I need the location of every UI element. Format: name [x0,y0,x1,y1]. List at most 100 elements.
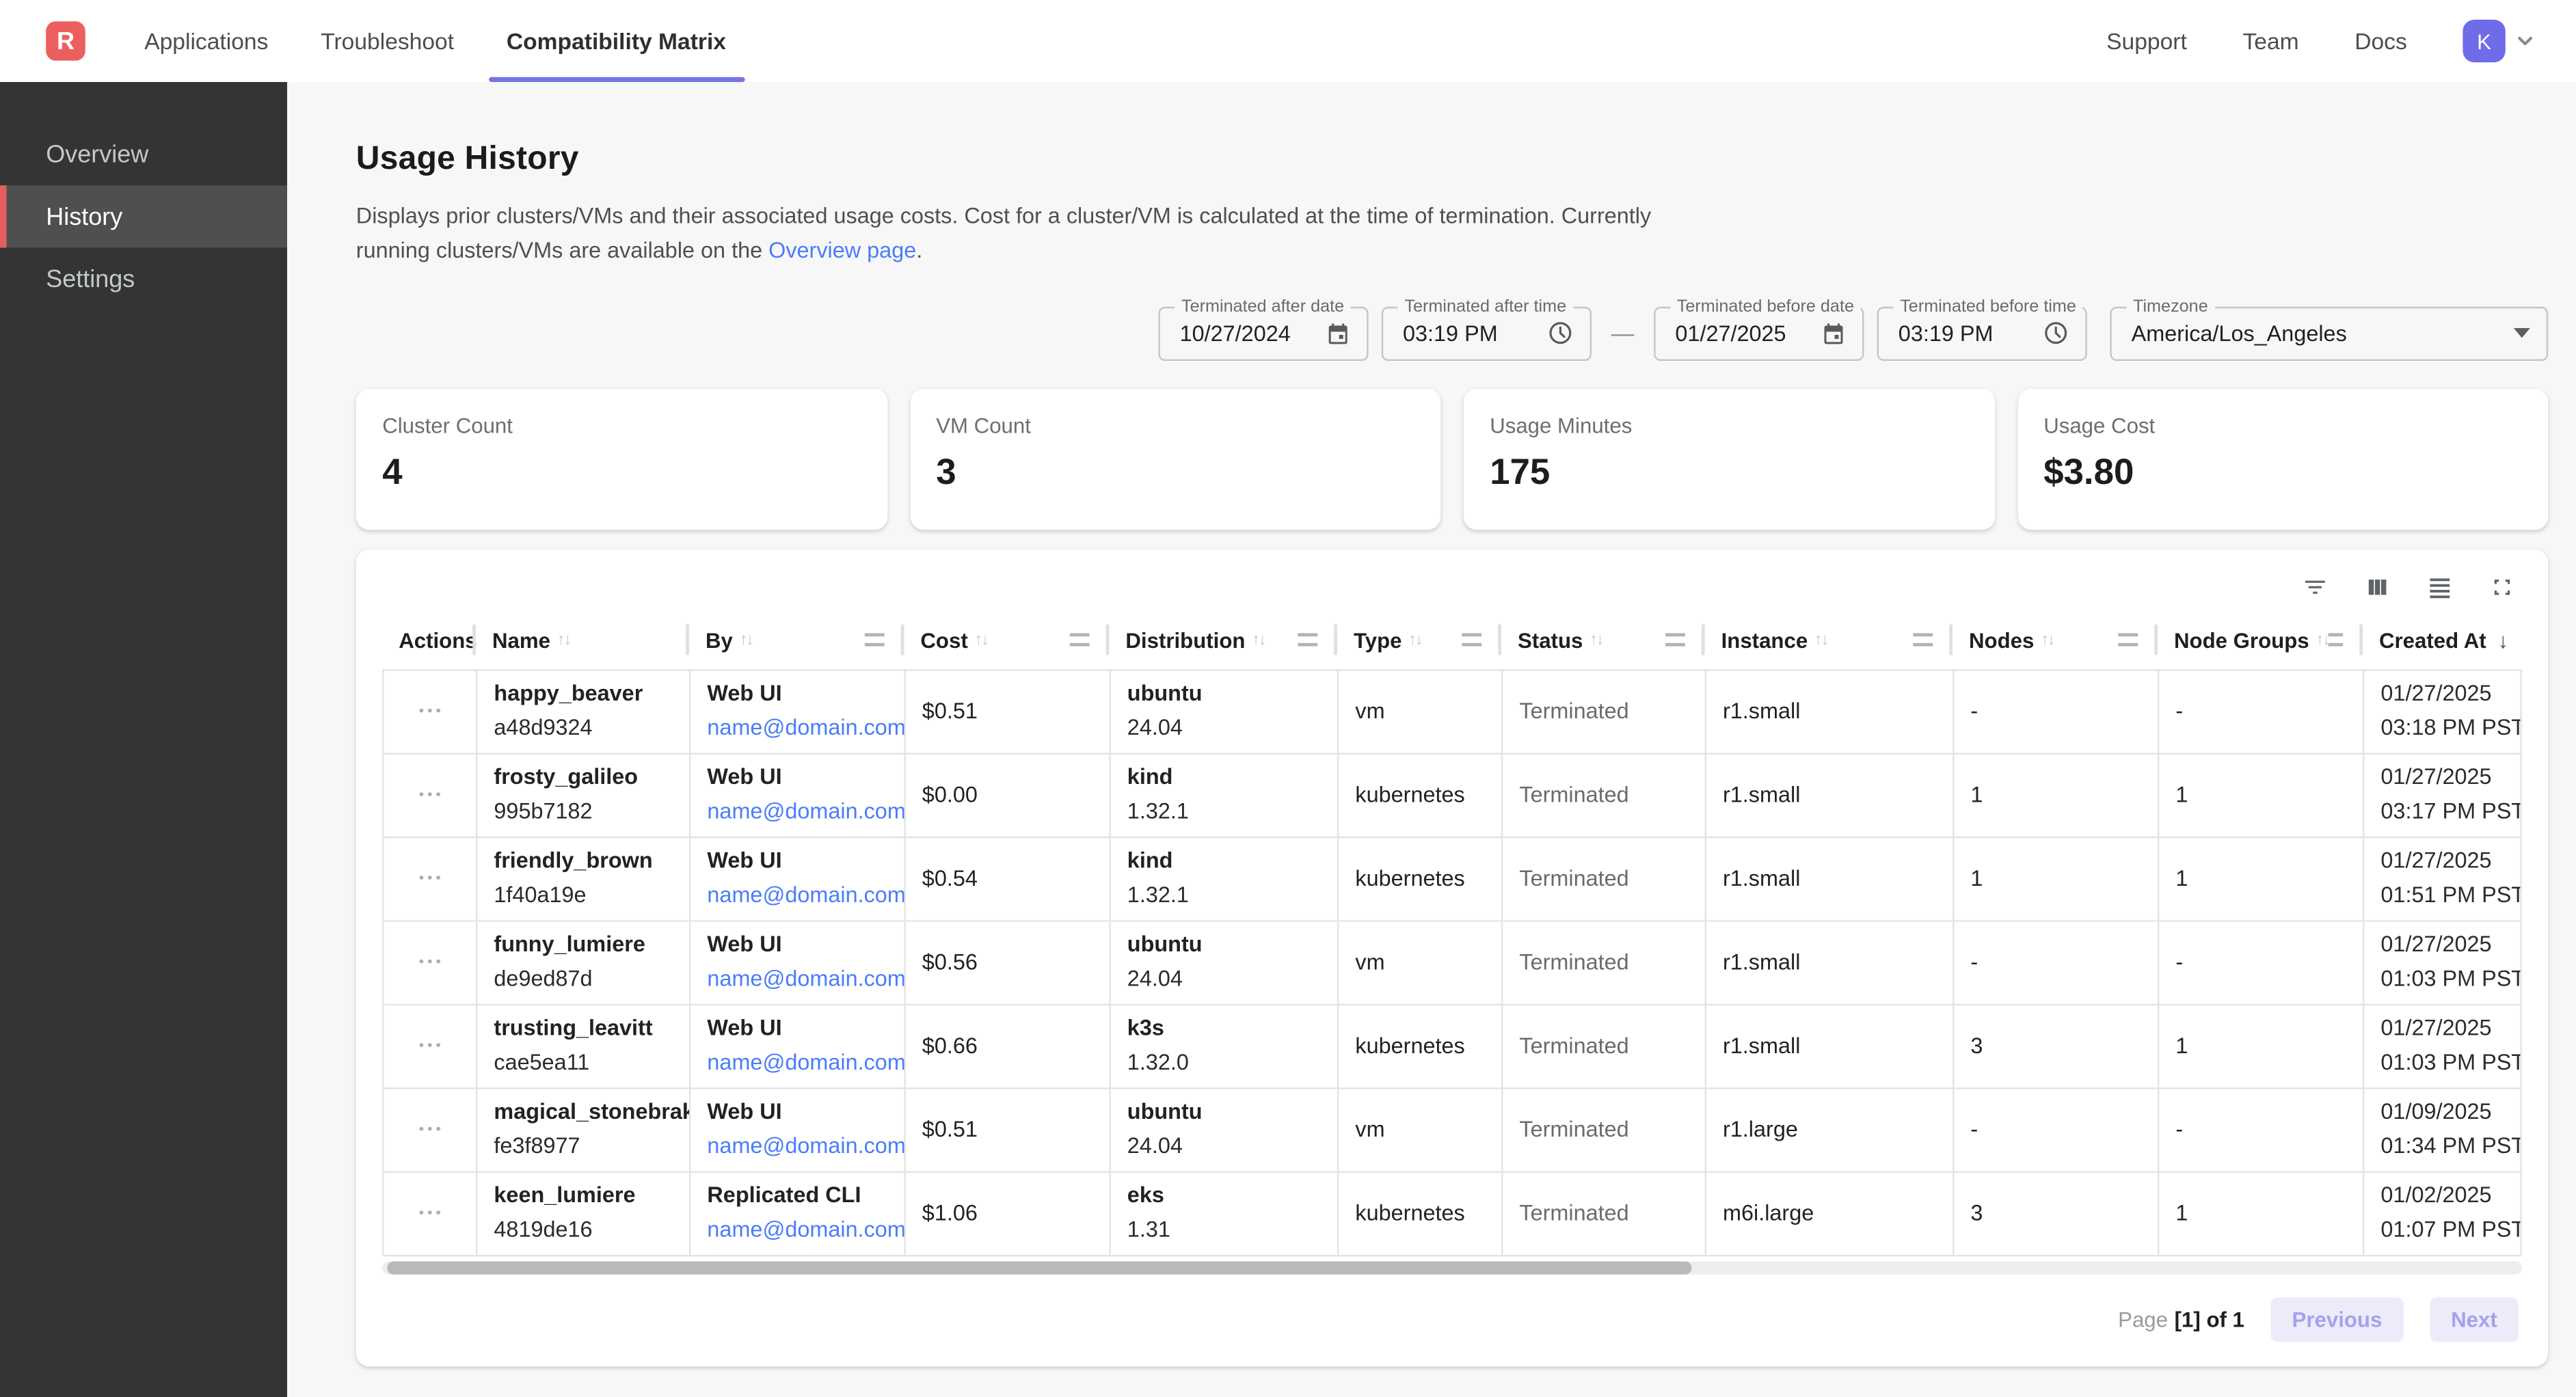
node-groups-cell: - [2159,921,2364,1003]
calendar-icon[interactable] [1821,321,1846,346]
cost-value: $0.66 [922,1034,1096,1059]
stat-value: $3.80 [2043,451,2522,493]
scrollbar-thumb[interactable] [387,1261,1692,1274]
sort-icon: ↑↓ [740,632,753,649]
column-header-created-at[interactable]: Created At↓ [2363,612,2522,669]
by-email-link[interactable]: name@domain.com [707,711,891,746]
more-options-icon[interactable]: ••• [419,788,444,803]
column-header-status[interactable]: Status↑↓ [1501,612,1705,669]
created-date: 01/27/2025 [2380,761,2507,795]
instance-value: r1.small [1723,699,1940,724]
description-period: . [916,238,922,262]
by-email-link[interactable]: name@domain.com [707,796,891,830]
nav-link-docs[interactable]: Docs [2326,28,2434,54]
created-time: 03:18 PM PST [2380,711,2507,746]
column-label: Type [1354,628,1402,653]
column-header-by[interactable]: By↑↓ [689,612,904,669]
cluster-name: happy_beaver [494,677,675,711]
next-button[interactable]: Next [2430,1298,2519,1342]
sidebar-item-history[interactable]: History [0,185,287,247]
terminated-before-time-label: Terminated before time [1894,297,2083,317]
sidebar-item-settings[interactable]: Settings [0,247,287,310]
column-menu-icon[interactable] [1913,634,1933,647]
table-row: ••• frosty_galileo 995b7182 Web UI name@… [382,755,2522,838]
nav-link-team[interactable]: Team [2215,28,2327,54]
more-options-icon[interactable]: ••• [419,955,444,971]
app-logo[interactable]: R [46,21,85,61]
by-cell: Web UI name@domain.com [690,1005,905,1087]
terminated-before-time-field[interactable]: Terminated before time 03:19 PM [1877,306,2087,360]
pagination: Page [1] of 1 Previous Next [382,1274,2522,1366]
calendar-icon[interactable] [1326,321,1350,346]
column-menu-icon[interactable] [1298,634,1317,647]
column-menu-icon[interactable] [2329,634,2343,647]
instance-value: r1.small [1723,867,1940,891]
more-options-icon[interactable]: ••• [419,1206,444,1221]
avatar-initial: K [2477,29,2491,53]
cluster-id: fe3f8977 [494,1130,675,1164]
table-body: ••• happy_beaver a48d9324 Web UI name@do… [382,670,2522,1256]
chevron-down-icon[interactable] [2514,29,2537,53]
column-menu-icon[interactable] [1665,634,1685,647]
more-options-icon[interactable]: ••• [419,1039,444,1054]
by-email-link[interactable]: name@domain.com [707,962,891,996]
column-header-instance[interactable]: Instance↑↓ [1705,612,1953,669]
more-options-icon[interactable]: ••• [419,1122,444,1137]
created-time: 01:03 PM PST [2380,1046,2507,1081]
sidebar-item-overview[interactable]: Overview [0,123,287,185]
name-cell: trusting_leavitt cae5ea11 [477,1005,690,1087]
terminated-after-date-field[interactable]: Terminated after date 10/27/2024 [1158,306,1368,360]
nav-item-troubleshoot[interactable]: Troubleshoot [295,0,481,82]
overview-page-link[interactable]: Overview page [768,238,916,262]
filter-icon[interactable] [2302,574,2328,600]
column-header-distribution[interactable]: Distribution↑↓ [1109,612,1337,669]
cost-cell: $0.54 [906,838,1111,920]
column-header-name[interactable]: Name↑↓ [476,612,689,669]
column-header-cost[interactable]: Cost↑↓ [904,612,1109,669]
instance-value: r1.small [1723,783,1940,808]
clock-icon[interactable] [1547,321,1573,347]
status-cell: Terminated [1503,1005,1706,1087]
horizontal-scrollbar[interactable] [382,1261,2522,1274]
timezone-select[interactable]: Timezone America/Los_Angeles [2110,306,2548,360]
name-cell: happy_beaver a48d9324 [477,670,690,752]
column-menu-icon[interactable] [2118,634,2138,647]
nav-item-compatibility-matrix[interactable]: Compatibility Matrix [480,0,752,82]
created-at-cell: 01/27/2025 03:17 PM PST [2364,755,2520,837]
nav-item-applications[interactable]: Applications [118,0,295,82]
by-cell: Web UI name@domain.com [690,755,905,837]
column-header-nodes[interactable]: Nodes↑↓ [1953,612,2158,669]
column-header-node-groups[interactable]: Node Groups↑↓ [2158,612,2363,669]
by-email-link[interactable]: name@domain.com [707,1046,891,1081]
node-groups-cell: - [2159,1089,2364,1171]
distribution-name: ubuntu [1127,677,1324,711]
columns-icon[interactable] [2364,574,2390,600]
density-icon[interactable] [2427,574,2453,600]
stat-label: Cluster Count [382,413,861,437]
node-groups-value: - [2175,699,2349,724]
terminated-before-date-field[interactable]: Terminated before date 01/27/2025 [1654,306,1864,360]
by-email-link[interactable]: name@domain.com [707,879,891,913]
nav-link-support[interactable]: Support [2078,28,2214,54]
nodes-value: 1 [1970,867,2144,891]
fullscreen-icon[interactable] [2489,574,2515,600]
by-email-link[interactable]: name@domain.com [707,1214,891,1248]
previous-button[interactable]: Previous [2270,1298,2403,1342]
column-label: Nodes [1969,628,2034,653]
column-menu-icon[interactable] [1462,634,1481,647]
terminated-before-date-value: 01/27/2025 [1675,321,1808,346]
more-options-icon[interactable]: ••• [419,704,444,719]
column-menu-icon[interactable] [865,634,885,647]
page-value: [1] of 1 [2175,1308,2244,1333]
distribution-name: kind [1127,845,1324,879]
clock-icon[interactable] [2043,321,2069,347]
more-options-icon[interactable]: ••• [419,871,444,886]
column-menu-icon[interactable] [1070,634,1090,647]
terminated-after-time-field[interactable]: Terminated after time 03:19 PM [1382,306,1592,360]
avatar[interactable]: K [2463,20,2505,62]
sort-icon: ↑↓ [1589,632,1602,649]
column-header-type[interactable]: Type↑↓ [1337,612,1501,669]
table-row: ••• magical_stonebraker fe3f8977 Web UI … [382,1089,2522,1172]
by-email-link[interactable]: name@domain.com [707,1130,891,1164]
by-cell: Replicated CLI name@domain.com [690,1173,905,1255]
